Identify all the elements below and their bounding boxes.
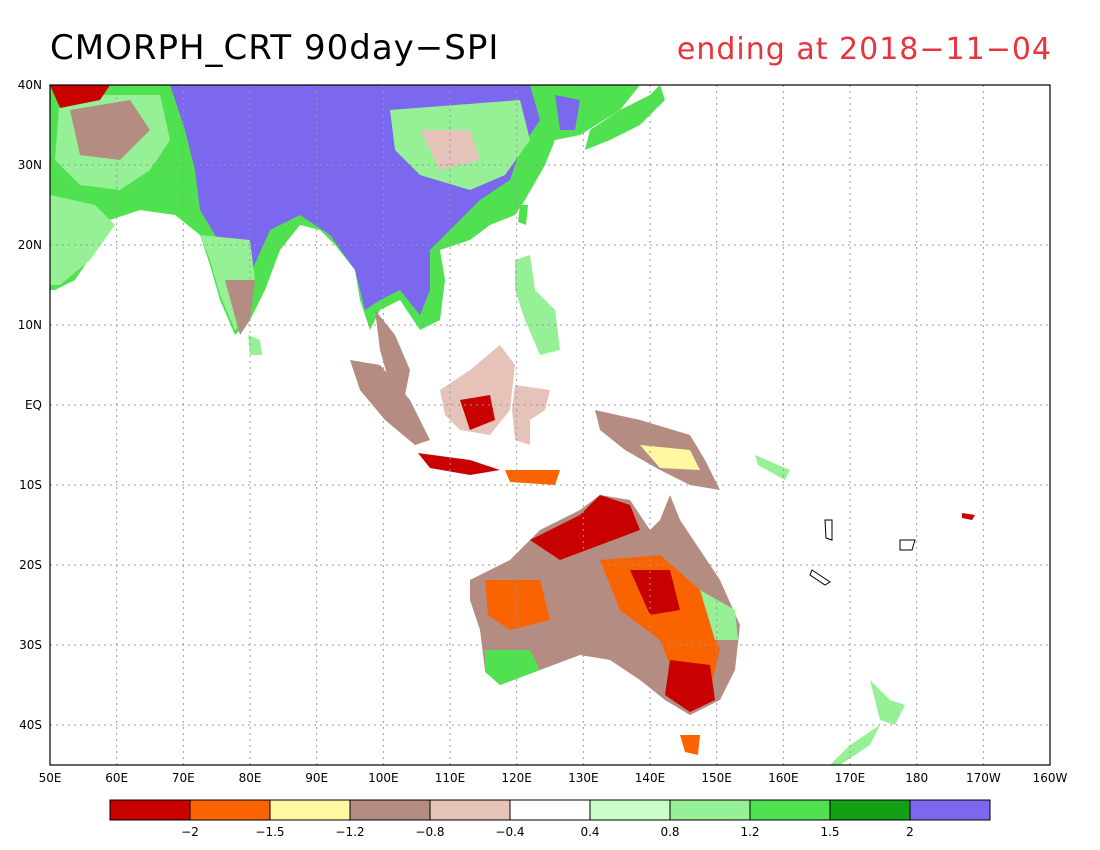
sri-lanka	[248, 335, 262, 355]
lat-tick-label: 30N	[18, 158, 42, 172]
lon-tick-label: 130E	[568, 771, 599, 785]
colorbar-swatch	[909, 799, 991, 821]
grid-lines	[50, 85, 1050, 765]
borneo	[440, 345, 515, 435]
lon-tick-label: 160E	[768, 771, 799, 785]
philippines	[515, 255, 560, 355]
lon-tick-label: 170W	[966, 771, 1001, 785]
new-guinea-yellow	[640, 445, 700, 470]
lon-tick-label: 100E	[368, 771, 399, 785]
map-title: CMORPH_CRT 90day−SPI	[50, 28, 500, 68]
colorbar-label: 2	[906, 825, 914, 839]
colorbar-label: 0.4	[580, 825, 599, 839]
australia-north-red	[530, 495, 640, 560]
arabia	[50, 195, 115, 285]
java	[418, 453, 500, 475]
korea	[555, 95, 580, 130]
colorbar-label: 0.8	[660, 825, 679, 839]
land-layer	[50, 85, 975, 765]
colorbar-swatch	[749, 799, 831, 821]
taiwan	[518, 205, 528, 225]
lon-tick-label: 160W	[1033, 771, 1068, 785]
colorbar-swatch	[349, 799, 431, 821]
tasmania	[680, 735, 700, 755]
lon-tick-label: 180	[905, 771, 928, 785]
colorbar: −2 −1.5 −1.2 −0.8 −0.4 0.4 0.8 1.2 1.5 2	[109, 799, 991, 839]
lesser-sunda	[505, 470, 560, 485]
lon-tick-label: 70E	[172, 771, 195, 785]
colorbar-swatch	[589, 799, 671, 821]
colorbar-label: 1.5	[820, 825, 839, 839]
colorbar-label: −1.5	[255, 825, 284, 839]
vanuatu	[824, 519, 833, 541]
australia-green-e	[700, 590, 738, 640]
lon-tick-label: 60E	[105, 771, 128, 785]
australia-red-se	[665, 660, 715, 712]
lon-tick-label: 170E	[835, 771, 866, 785]
lon-tick-label: 50E	[39, 771, 62, 785]
new-zealand-south	[830, 725, 880, 765]
borneo-red	[460, 395, 495, 430]
australia-sw-green	[485, 650, 540, 685]
lat-tick-label: 10N	[18, 318, 42, 332]
lat-tick-label: 30S	[19, 638, 42, 652]
colorbar-label: −0.8	[415, 825, 444, 839]
colorbar-swatch	[509, 799, 591, 821]
samoa-area	[962, 513, 975, 520]
lat-tick-label: 10S	[19, 478, 42, 492]
lon-tick-label: 110E	[435, 771, 466, 785]
colorbar-swatch	[269, 799, 351, 821]
lon-tick-label: 150E	[701, 771, 732, 785]
colorbar-label: −1.2	[335, 825, 364, 839]
lon-tick-label: 90E	[305, 771, 328, 785]
lat-tick-label: 40N	[18, 78, 42, 92]
australia-west-orange	[485, 580, 550, 630]
lat-tick-label: 20N	[18, 238, 42, 252]
new-caledonia	[809, 569, 831, 586]
sulawesi	[512, 385, 550, 445]
sumatra	[350, 360, 430, 445]
australia-red-center	[630, 570, 680, 615]
colorbar-swatch	[829, 799, 911, 821]
lat-tick-label: EQ	[25, 398, 42, 412]
japan	[585, 85, 665, 150]
asia-brown-patch	[70, 100, 150, 160]
axis-ticks: 50E 60E 70E 80E 90E 100E 110E 120E 130E 140E 150E 1…	[18, 78, 1068, 785]
map-subtitle: ending at 2018−11−04	[676, 32, 1052, 67]
colorbar-label: −0.4	[495, 825, 524, 839]
colorbar-label: −2	[181, 825, 199, 839]
colorbar-swatch	[429, 799, 511, 821]
lon-tick-label: 120E	[501, 771, 532, 785]
colorbar-swatch	[189, 799, 271, 821]
map-frame	[49, 84, 1051, 766]
asia-red-patch	[50, 85, 110, 108]
fiji	[899, 539, 916, 551]
china-brown	[420, 130, 480, 170]
colorbar-label: 1.2	[740, 825, 759, 839]
lon-tick-label: 140E	[635, 771, 666, 785]
solomon-islands	[755, 455, 790, 480]
colorbar-swatch	[109, 799, 191, 821]
australia-orange-east	[600, 555, 720, 690]
india-south	[225, 280, 255, 335]
colorbar-swatch	[669, 799, 751, 821]
lon-tick-label: 80E	[239, 771, 262, 785]
lat-tick-label: 40S	[19, 718, 42, 732]
new-zealand-north	[870, 680, 905, 725]
lat-tick-label: 20S	[19, 558, 42, 572]
